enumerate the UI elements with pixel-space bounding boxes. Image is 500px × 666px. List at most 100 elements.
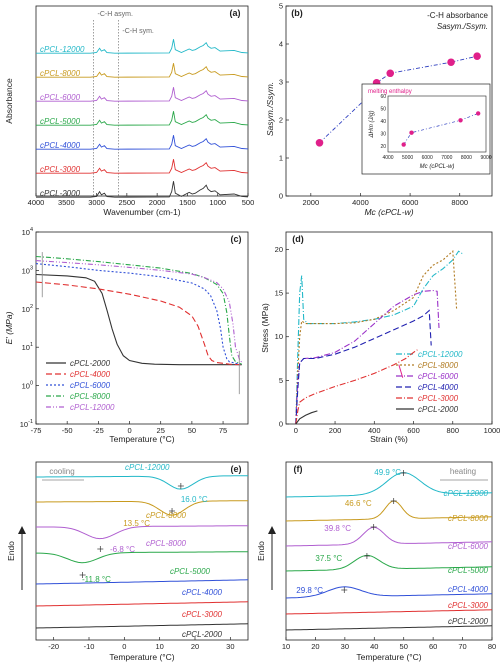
- y-tick-label: 20: [275, 245, 283, 254]
- x-axis-title: Temperature (°C): [356, 652, 421, 662]
- x-tick-label: 40: [370, 642, 378, 651]
- spectrum-line: [36, 87, 249, 102]
- y-tick-label: 2: [279, 116, 283, 125]
- panel-label: (a): [230, 8, 241, 18]
- inset-x-tick-label: 8000: [461, 155, 472, 161]
- dsc-curve: [285, 500, 493, 522]
- peak-label: 39.8 °C: [324, 524, 351, 533]
- x-tick-label: 80: [488, 642, 496, 651]
- y-tick-label: 10-1: [20, 419, 33, 429]
- x-tick-label: 1000: [484, 426, 500, 435]
- series-line: [35, 255, 243, 365]
- series-line: [35, 260, 243, 363]
- y-tick-label: 4: [279, 40, 283, 49]
- panel-d-frame: [285, 231, 493, 425]
- y-tick-label: 101: [22, 342, 33, 352]
- series-label: cPCL-8000: [146, 511, 187, 520]
- direction-label: cooling: [49, 467, 74, 476]
- x-tick-label: 20: [191, 642, 199, 651]
- x-tick-label: 25: [157, 426, 165, 435]
- x-axis-title: Temperature (°C): [109, 652, 174, 662]
- series-label: cPCL-2000: [182, 630, 223, 639]
- series-label: cPCL-8000: [146, 539, 187, 548]
- x-tick-label: 0: [122, 642, 126, 651]
- y-tick-exponent: -1: [28, 419, 33, 425]
- dsc-curve: [36, 551, 249, 564]
- inset-label: melting enthalpy: [368, 89, 412, 95]
- x-tick-label: 2000: [149, 198, 166, 207]
- y-axis-title: Endo: [6, 541, 16, 561]
- x-tick-label: 600: [407, 426, 420, 435]
- series-label: cPCL-3000: [182, 610, 223, 619]
- dsc-curve: [285, 526, 493, 547]
- y-axis-title: Absorbance: [4, 78, 14, 124]
- inset-y-tick-label: 50: [380, 106, 386, 112]
- dsc-curve: [35, 623, 249, 629]
- y-axis-title: Sasym./Ssym.: [265, 82, 275, 136]
- direction-label: heating: [450, 467, 476, 476]
- x-tick-label: 3000: [88, 198, 105, 207]
- dsc-curve: [285, 554, 493, 572]
- y-axis-title: Stress (MPa): [260, 303, 270, 353]
- inset-y-tick-label: 20: [380, 144, 386, 150]
- dsc-curve: [285, 586, 493, 599]
- data-point: [386, 69, 395, 78]
- y-tick-exponent: 1: [30, 342, 33, 348]
- series-label: cPCL-8000: [448, 514, 489, 523]
- y-tick-label: 1: [279, 154, 283, 163]
- y-tick-label: 15: [275, 289, 283, 298]
- inset-y-tick-label: 40: [380, 119, 386, 125]
- series-label: cPCL-5000: [170, 567, 211, 576]
- y-tick-exponent: 0: [30, 381, 33, 387]
- legend-label: cPCL-4000: [418, 383, 459, 392]
- legend-label: cPCL-6000: [70, 381, 111, 390]
- dsc-curve: [35, 601, 249, 607]
- inset-data-point: [458, 118, 463, 123]
- peak-label: -6.8 °C: [110, 545, 135, 554]
- y-tick-label: 0: [279, 420, 283, 429]
- inset-x-tick-label: 5000: [402, 155, 413, 161]
- x-tick-label: 10: [155, 642, 163, 651]
- series-label: cPCL-6000: [448, 542, 489, 551]
- legend-label: cPCL-12000: [70, 403, 115, 412]
- series-label: cPCL-2000: [448, 617, 489, 626]
- panel-e-frame: [35, 461, 249, 641]
- inset-y-tick-label: 60: [380, 94, 386, 100]
- inset-x-tick-label: 9000: [480, 155, 491, 161]
- dsc-curve: [36, 525, 249, 540]
- legend-label: cPCL-3000: [418, 394, 459, 403]
- x-tick-label: 1500: [179, 198, 196, 207]
- series-line: [295, 250, 458, 425]
- dsc-curve: [36, 500, 249, 516]
- dsc-curve: [285, 625, 493, 631]
- x-tick-label: 500: [242, 198, 255, 207]
- annotation: -C-H sym.: [122, 28, 154, 35]
- legend-label: cPCL-2000: [418, 405, 459, 414]
- legend-label: cPCL-12000: [418, 350, 463, 359]
- x-tick-label: 50: [188, 426, 196, 435]
- series-label: cPCL-5000: [40, 117, 81, 126]
- x-tick-label: 800: [447, 426, 460, 435]
- trend-line: [319, 55, 478, 144]
- series-label: cPCL-4000: [182, 588, 223, 597]
- chart-title: -C-H absorbance: [427, 11, 488, 20]
- inset-x-axis-title: Mc (cPCL-w): [420, 164, 455, 170]
- annotation: -C-H asym.: [98, 11, 133, 18]
- series-label: cPCL-2000: [40, 189, 81, 198]
- y-tick-exponent: 4: [30, 227, 33, 233]
- x-tick-label: 20: [311, 642, 319, 651]
- chart-subtitle: Sasym./Ssym.: [437, 22, 488, 31]
- x-tick-label: -50: [62, 426, 73, 435]
- x-tick-label: 8000: [451, 198, 468, 207]
- panel-b-frame: [285, 5, 493, 197]
- series-label: cPCL-3000: [40, 165, 81, 174]
- x-tick-label: 30: [226, 642, 234, 651]
- series-line: [295, 289, 440, 425]
- dsc-curve: [285, 609, 493, 615]
- data-point: [315, 139, 324, 147]
- series-label: cPCL-6000: [40, 93, 81, 102]
- series-line: [295, 309, 432, 425]
- y-axis-title: E' (MPa): [4, 311, 14, 344]
- series-line: [295, 250, 463, 425]
